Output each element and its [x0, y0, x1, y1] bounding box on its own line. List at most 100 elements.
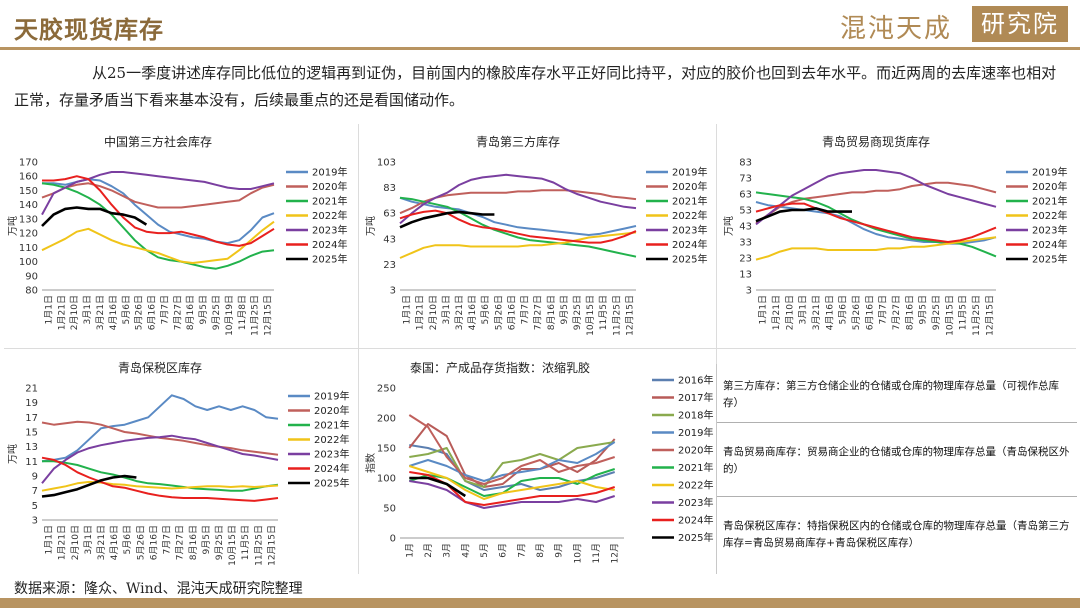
y-tick-label: 13 — [25, 442, 38, 453]
y-tick-label: 150 — [377, 444, 396, 455]
x-tick-label: 5月6日 — [480, 295, 491, 324]
x-tick-label: 6月16日 — [506, 295, 517, 330]
chart-title: 青岛第三方库存 — [476, 134, 560, 149]
y-tick-label: 200 — [377, 414, 396, 425]
y-tick-label: 53 — [739, 206, 752, 217]
x-tick-label: 5月6日 — [122, 525, 133, 554]
y-tick-label: 103 — [377, 158, 396, 169]
note-divider-1 — [717, 422, 1077, 423]
x-tick-label: 1月21日 — [56, 295, 67, 330]
x-tick-label: 9月25日 — [931, 295, 942, 330]
chart-qingdao-trader: 青岛贸易商现货库存 万吨 3 13 23 33 43 53 63 73 83 1月1日 1月21日 2月1… — [720, 126, 1076, 346]
legend-label: 2019年 — [312, 166, 347, 179]
legend-label: 2023年 — [314, 448, 349, 461]
x-tick-label: 9月25日 — [211, 295, 222, 330]
legend-label: 2022年 — [1032, 209, 1067, 222]
panel-divider-h — [4, 348, 1076, 349]
y-tick-label: 73 — [739, 174, 752, 185]
series-line-2024年 — [42, 175, 275, 247]
series-line-2024年 — [399, 209, 637, 244]
x-tick-label: 6月 — [498, 543, 509, 558]
legend-label: 2018年 — [678, 409, 713, 422]
y-tick-label: 100 — [19, 257, 38, 268]
notes-box: 第三方库存：第三方仓储企业的仓储或仓库的物理库存总量（可视作总库存） 青岛贸易商… — [716, 364, 1077, 574]
x-tick-label: 7月7日 — [520, 295, 531, 324]
x-tick-label: 2月10日 — [784, 295, 795, 330]
y-tick-label: 11 — [25, 457, 38, 468]
x-tick-label: 5月26日 — [851, 295, 862, 330]
y-tick-label: 83 — [739, 158, 752, 169]
series-line-2024年 — [755, 202, 997, 243]
x-tick-label: 10月 — [572, 543, 583, 563]
x-tick-label: 9月25日 — [214, 525, 225, 560]
x-tick-label: 6月16日 — [147, 295, 158, 330]
x-tick-label: 7月27日 — [172, 295, 183, 330]
x-tick-label: 1月1日 — [758, 295, 769, 324]
x-tick-label: 11月8日 — [237, 295, 248, 330]
chart-title: 泰国：产成品存货指数：浓缩乳胶 — [410, 360, 590, 375]
legend-label: 2019年 — [672, 166, 707, 179]
legend-label: 2022年 — [312, 209, 347, 222]
y-axis-label: 万吨 — [722, 216, 735, 236]
x-tick-label: 10月15日 — [944, 295, 955, 336]
x-tick-label: 3月21日 — [95, 295, 106, 330]
series-line-2022年 — [408, 465, 615, 500]
chart-title: 青岛保税区库存 — [118, 360, 202, 375]
y-tick-label: 23 — [739, 254, 752, 265]
legend-label: 2025年 — [672, 253, 707, 266]
series-line-2022年 — [41, 480, 279, 492]
y-tick-label: 83 — [383, 183, 396, 194]
y-tick-label: 140 — [19, 200, 38, 211]
x-tick-label: 6月16日 — [148, 525, 159, 560]
series-line-2025年 — [755, 207, 852, 223]
series-line-2024年 — [41, 456, 279, 502]
x-tick-label: 5月6日 — [121, 295, 132, 324]
y-tick-label: 3 — [390, 286, 396, 297]
y-tick-label: 5 — [32, 501, 38, 512]
legend-label: 2019年 — [1032, 166, 1067, 179]
series-line-2021年 — [399, 196, 637, 258]
x-tick-label: 2月 — [423, 543, 434, 558]
series-line-2019年 — [755, 201, 997, 245]
series-line-2025年 — [409, 476, 467, 498]
x-tick-label: 12月15日 — [984, 295, 995, 336]
legend-label: 2016年 — [678, 374, 713, 387]
y-tick-label: 43 — [383, 234, 396, 245]
x-tick-label: 2月10日 — [428, 295, 439, 330]
x-tick-label: 1月1日 — [44, 525, 55, 554]
x-tick-label: 7月27日 — [175, 525, 186, 560]
y-tick-label: 9 — [32, 472, 38, 483]
x-tick-label: 12月 — [610, 543, 621, 563]
y-axis-label: 万吨 — [6, 444, 19, 464]
legend-label: 2019年 — [314, 390, 349, 403]
series-line-2023年 — [399, 173, 637, 225]
y-tick-label: 7 — [32, 486, 38, 497]
x-tick-label: 3月 — [442, 543, 453, 558]
x-tick-label: 11月5日 — [958, 295, 969, 330]
x-tick-label: 9月 — [554, 543, 565, 558]
x-tick-label: 3月1日 — [441, 295, 452, 324]
y-tick-label: 130 — [19, 214, 38, 225]
y-tick-label: 170 — [19, 158, 38, 169]
panel-divider-v2 — [716, 124, 717, 574]
x-tick-label: 9月5日 — [559, 295, 570, 324]
y-tick-label: 150 — [19, 186, 38, 197]
y-tick-label: 17 — [25, 413, 38, 424]
x-tick-label: 1月1日 — [43, 295, 54, 324]
x-tick-label: 11月5日 — [240, 525, 251, 560]
note-trader: 青岛贸易商库存：贸易商企业的仓储或仓库的物理库存总量（青岛保税区外的） — [723, 446, 1070, 475]
series-line-2021年 — [41, 182, 275, 270]
x-tick-label: 10月19日 — [224, 295, 235, 336]
y-tick-label: 23 — [383, 260, 396, 271]
header-divider — [0, 47, 1080, 50]
panel-divider-v1 — [358, 124, 359, 574]
legend-label: 2023年 — [312, 224, 347, 237]
legend-label: 2019年 — [678, 426, 713, 439]
x-tick-label: 11月25日 — [253, 525, 264, 566]
y-tick-label: 21 — [25, 384, 38, 395]
y-tick-label: 43 — [739, 222, 752, 233]
x-tick-label: 11月 — [591, 543, 602, 563]
y-tick-label: 120 — [19, 229, 38, 240]
x-tick-label: 11月25日 — [250, 295, 261, 336]
intro-paragraph: 从25一季度讲述库存同比低位的逻辑再到证伪，目前国内的橡胶库存水平正好同比持平，… — [14, 64, 1057, 109]
